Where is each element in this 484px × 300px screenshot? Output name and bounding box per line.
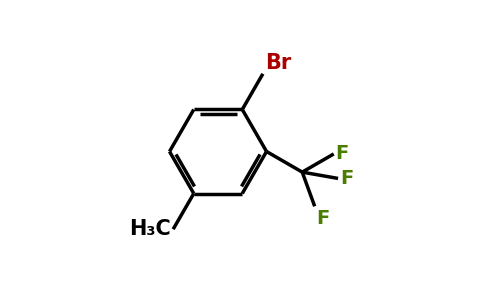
Text: H₃C: H₃C <box>130 219 171 239</box>
Text: F: F <box>316 208 329 228</box>
Text: F: F <box>335 144 349 164</box>
Text: F: F <box>340 169 353 188</box>
Text: Br: Br <box>265 52 291 73</box>
